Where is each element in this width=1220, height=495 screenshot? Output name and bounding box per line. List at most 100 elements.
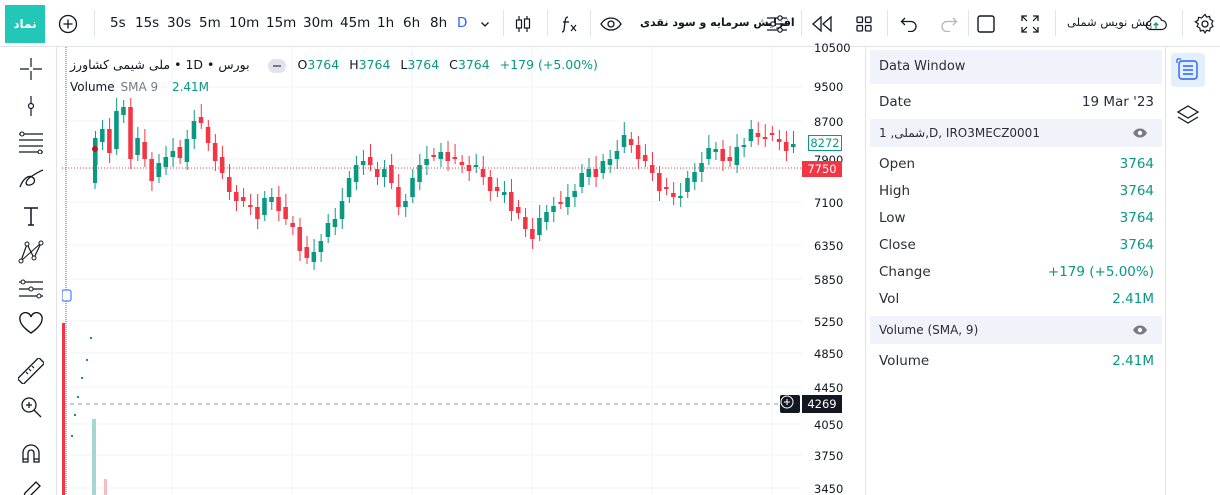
indicator-template-label[interactable]: افزایش سرمایه و سود نقدی — [640, 16, 795, 29]
candle-body — [685, 178, 690, 192]
data-window-panel: Data Window Date 19 Mar '23 1 ,شملی,D, I… — [865, 47, 1165, 495]
toolbar-divider — [547, 10, 548, 36]
interval-15m[interactable]: 15m — [266, 15, 297, 31]
candles-icon[interactable] — [512, 13, 534, 35]
legend-volume-value: 2.41M — [171, 80, 210, 94]
candle-body — [135, 138, 140, 155]
candle-body — [783, 142, 789, 151]
interval-30s[interactable]: 30s — [167, 15, 192, 31]
candle-body — [149, 159, 154, 181]
toolbar-divider — [1055, 10, 1056, 36]
zoom-icon[interactable] — [17, 393, 45, 421]
candle-body — [177, 147, 183, 158]
heart-icon[interactable] — [17, 310, 45, 338]
interval-D[interactable]: D — [457, 15, 468, 31]
low-value: 3764 — [1119, 210, 1154, 226]
crosshair-plus-icon[interactable] — [780, 395, 800, 413]
interval-15s[interactable]: 15s — [135, 15, 160, 31]
volume-label: Volume — [879, 353, 930, 369]
layout-grid-icon[interactable] — [853, 13, 875, 35]
chart-pane[interactable]: بورس • 1D • ملی شیمی کشاورز O3764 H3764 … — [62, 41, 862, 495]
candle-body — [128, 107, 133, 159]
crosshair-icon[interactable] — [17, 55, 45, 83]
cloud-icon[interactable] — [1145, 13, 1167, 35]
gear-icon[interactable] — [1194, 13, 1216, 35]
data-window-header: Data Window — [870, 50, 1162, 84]
replay-icon[interactable] — [811, 13, 833, 35]
candle-body — [635, 145, 641, 159]
interval-10m[interactable]: 10m — [229, 15, 260, 31]
trendline-icon[interactable] — [17, 92, 45, 120]
candle-body — [593, 169, 599, 177]
data-window-icon[interactable] — [1171, 53, 1205, 87]
magnet-icon[interactable] — [17, 440, 45, 468]
fx-icon[interactable] — [558, 13, 580, 35]
event-marker — [92, 146, 98, 152]
pattern-icon[interactable] — [17, 238, 45, 266]
date-label: Date — [879, 94, 912, 110]
eye-icon[interactable] — [600, 13, 622, 35]
volume-tick — [86, 359, 88, 361]
candle-body — [417, 165, 422, 182]
legend-l-value: 3764 — [407, 57, 440, 72]
candle-body — [727, 157, 733, 161]
interval-8h[interactable]: 8h — [430, 15, 448, 31]
plus-circle-icon[interactable] — [57, 13, 79, 35]
legend-volume-name[interactable]: Volume — [70, 80, 115, 94]
chevron-down-icon[interactable] — [474, 13, 496, 35]
candle-body — [339, 201, 345, 219]
interval-5s[interactable]: 5s — [110, 15, 126, 31]
redo-icon[interactable] — [938, 13, 960, 35]
candle-body — [424, 159, 429, 165]
text-icon[interactable] — [17, 202, 45, 230]
candle-body — [262, 198, 267, 215]
volume-tick — [90, 337, 92, 339]
settings-sliders-icon[interactable] — [766, 13, 788, 35]
candle-body — [276, 197, 281, 211]
layers-icon[interactable] — [1174, 102, 1202, 130]
ruler-icon[interactable] — [17, 357, 45, 385]
eye-icon[interactable] — [1132, 322, 1148, 338]
price-axis-label: 5250 — [814, 315, 844, 329]
candle-body — [255, 207, 260, 219]
legend-settings-pill[interactable] — [267, 58, 286, 73]
date-row: Date 19 Mar '23 — [879, 94, 1154, 114]
candle-body — [741, 145, 747, 147]
volume-section-title: Volume (SMA, 9) — [879, 323, 979, 337]
undo-icon[interactable] — [898, 13, 920, 35]
candle-body — [184, 139, 190, 162]
eye-icon[interactable] — [1132, 125, 1148, 141]
vol-row: Vol 2.41M — [879, 291, 1154, 311]
interval-1h[interactable]: 1h — [377, 15, 395, 31]
interval-30m[interactable]: 30m — [303, 15, 334, 31]
candle-body — [121, 107, 126, 115]
symbol-section-title: 1 ,شملی,D, IRO3MECZ0001 — [879, 126, 1040, 140]
top-toolbar: نماد 5s 15s 30s 5m 10m 15m 30m 45m 1h 6h… — [0, 0, 1220, 47]
symbol-button[interactable]: نماد — [5, 5, 45, 43]
cursor-handle — [62, 289, 72, 302]
candle-body — [114, 111, 119, 149]
candle-body — [219, 157, 225, 173]
pencil-icon[interactable] — [17, 477, 45, 495]
candle-body — [586, 169, 592, 177]
candle-body — [614, 151, 620, 159]
candle-body — [572, 191, 577, 197]
legend-volume: Volume SMA 9 2.41M — [70, 80, 209, 94]
candle-body — [544, 212, 549, 222]
candle-body — [100, 129, 105, 142]
brush-icon[interactable] — [17, 165, 45, 193]
chart-canvas[interactable] — [62, 47, 862, 495]
square-icon[interactable] — [975, 13, 997, 35]
interval-45m[interactable]: 45m — [340, 15, 371, 31]
fib-icon[interactable] — [17, 128, 45, 156]
high-label: High — [879, 183, 911, 199]
layout-name[interactable]: پیش نویس شملی — [1067, 15, 1153, 29]
forecast-icon[interactable] — [17, 275, 45, 303]
legend-title[interactable]: بورس • 1D • ملی شیمی کشاورز — [70, 57, 250, 72]
candle-body — [501, 192, 507, 195]
interval-5m[interactable]: 5m — [199, 15, 221, 31]
interval-6h[interactable]: 6h — [403, 15, 421, 31]
candle-body — [537, 218, 542, 235]
vol-label: Vol — [879, 291, 900, 307]
fullscreen-icon[interactable] — [1019, 13, 1041, 35]
